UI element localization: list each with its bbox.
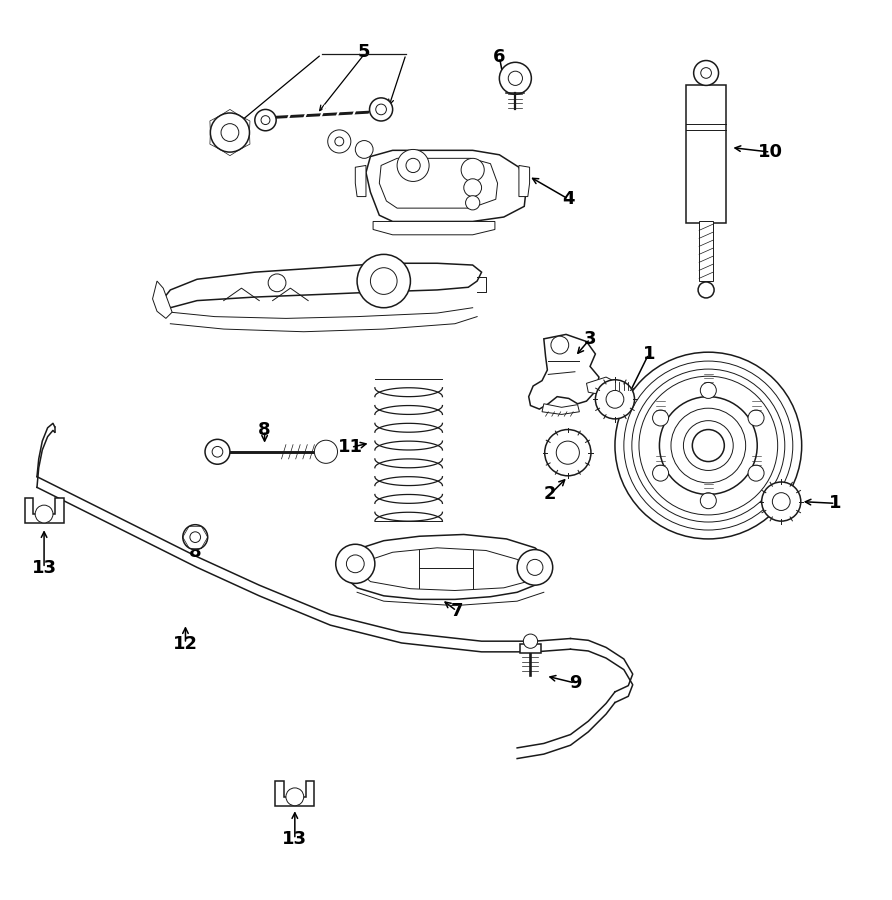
- Circle shape: [701, 68, 712, 78]
- Polygon shape: [276, 781, 314, 806]
- Text: 12: 12: [173, 634, 198, 652]
- Circle shape: [698, 282, 714, 298]
- Text: 13: 13: [31, 559, 56, 577]
- Circle shape: [261, 116, 270, 124]
- Circle shape: [545, 429, 591, 476]
- Circle shape: [653, 410, 669, 426]
- Text: 8: 8: [189, 544, 202, 562]
- Circle shape: [255, 110, 277, 130]
- Circle shape: [671, 409, 746, 483]
- Circle shape: [211, 113, 250, 152]
- Circle shape: [762, 482, 801, 521]
- Circle shape: [624, 361, 793, 530]
- Polygon shape: [163, 264, 482, 308]
- Circle shape: [508, 71, 523, 86]
- Circle shape: [464, 179, 482, 196]
- Circle shape: [183, 525, 208, 550]
- Circle shape: [369, 98, 392, 121]
- Text: 1: 1: [642, 345, 655, 363]
- Circle shape: [551, 337, 569, 354]
- Circle shape: [406, 158, 420, 173]
- Circle shape: [35, 505, 53, 523]
- Polygon shape: [341, 535, 551, 599]
- Circle shape: [632, 369, 785, 522]
- Bar: [699, 220, 713, 281]
- Text: 1: 1: [830, 494, 842, 512]
- Text: 2: 2: [544, 485, 557, 503]
- Circle shape: [694, 60, 719, 86]
- Circle shape: [595, 380, 634, 419]
- Circle shape: [659, 397, 757, 494]
- Bar: [686, 86, 726, 223]
- Circle shape: [212, 446, 223, 457]
- Circle shape: [355, 140, 373, 158]
- Circle shape: [461, 158, 484, 182]
- Text: 6: 6: [493, 48, 506, 66]
- Circle shape: [700, 382, 716, 399]
- Bar: [520, 644, 541, 652]
- Circle shape: [327, 130, 351, 153]
- Text: 3: 3: [583, 329, 597, 347]
- Circle shape: [370, 267, 397, 294]
- Circle shape: [772, 492, 790, 510]
- Polygon shape: [379, 158, 498, 208]
- Circle shape: [397, 149, 429, 182]
- Circle shape: [748, 465, 764, 482]
- Polygon shape: [542, 404, 580, 414]
- Circle shape: [334, 137, 343, 146]
- Text: 9: 9: [569, 674, 582, 692]
- Circle shape: [557, 441, 580, 464]
- Circle shape: [221, 123, 239, 141]
- Circle shape: [683, 420, 733, 471]
- Text: 5: 5: [358, 42, 370, 60]
- Polygon shape: [24, 498, 63, 523]
- Polygon shape: [529, 335, 599, 410]
- Circle shape: [500, 62, 532, 94]
- Circle shape: [615, 352, 802, 539]
- Circle shape: [517, 550, 553, 585]
- Circle shape: [692, 429, 724, 462]
- Circle shape: [376, 104, 386, 115]
- Circle shape: [639, 376, 778, 515]
- Text: 10: 10: [758, 143, 783, 161]
- Circle shape: [335, 544, 375, 583]
- Polygon shape: [355, 166, 366, 196]
- Text: 4: 4: [563, 190, 575, 208]
- Polygon shape: [153, 281, 172, 319]
- Polygon shape: [366, 150, 526, 221]
- Text: 7: 7: [450, 602, 463, 620]
- Circle shape: [357, 255, 410, 308]
- Circle shape: [748, 410, 764, 426]
- Text: 8: 8: [259, 421, 271, 439]
- Circle shape: [205, 439, 230, 464]
- Circle shape: [268, 274, 286, 292]
- Circle shape: [190, 532, 201, 543]
- Circle shape: [286, 788, 303, 806]
- Polygon shape: [359, 548, 533, 590]
- Polygon shape: [587, 377, 616, 395]
- Circle shape: [466, 195, 480, 210]
- Circle shape: [653, 465, 669, 482]
- Circle shape: [524, 634, 538, 648]
- Polygon shape: [519, 166, 530, 196]
- Text: 13: 13: [283, 831, 308, 849]
- Circle shape: [314, 440, 337, 464]
- Polygon shape: [373, 221, 495, 235]
- Circle shape: [527, 560, 543, 575]
- Circle shape: [700, 492, 716, 508]
- Circle shape: [346, 555, 364, 572]
- Text: 11: 11: [338, 438, 363, 456]
- Circle shape: [606, 391, 624, 409]
